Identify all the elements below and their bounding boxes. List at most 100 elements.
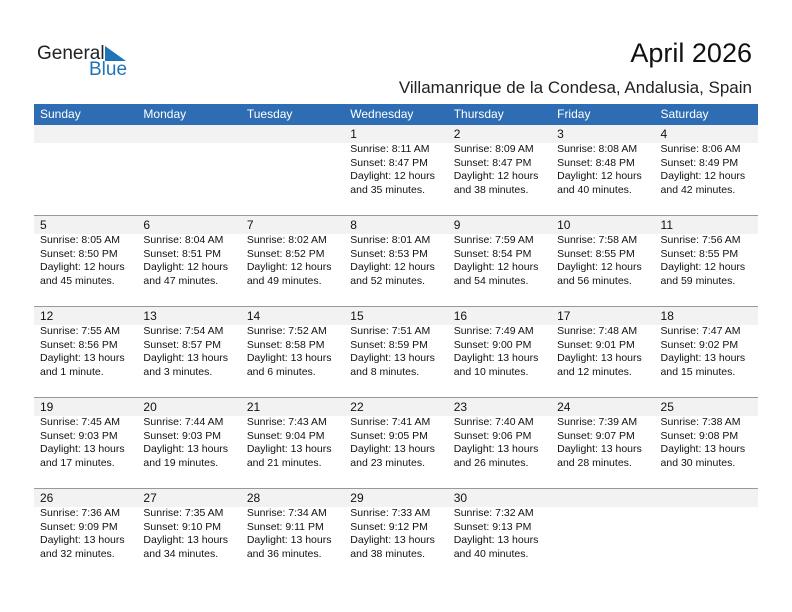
sunset: Sunset: 8:52 PM xyxy=(246,247,325,260)
day-number: 6 xyxy=(143,218,151,232)
day-cell: 13 Sunrise: 7:54 AM Sunset: 8:57 PM Dayl… xyxy=(137,307,240,379)
calendar-grid: Sunday Monday Tuesday Wednesday Thursday Frid… xyxy=(34,104,758,579)
weekday-friday: Friday xyxy=(557,107,591,121)
sunrise: Sunrise: 7:49 AM xyxy=(453,325,534,337)
daylight: Daylight: 13 hours xyxy=(40,443,125,455)
daylight-minutes: and 52 minutes. xyxy=(350,274,425,287)
day-number: 29 xyxy=(350,491,364,505)
daylight-minutes: and 59 minutes. xyxy=(660,274,736,287)
day-cell: 28 Sunrise: 7:34 AM Sunset: 9:11 PM Dayl… xyxy=(241,489,344,561)
sunset: Sunset: 9:04 PM xyxy=(246,429,325,442)
sunrise: Sunrise: 7:54 AM xyxy=(143,325,224,337)
daylight-minutes: and 32 minutes. xyxy=(40,547,115,560)
sunset: Sunset: 8:50 PM xyxy=(40,247,118,260)
sunrise: Sunrise: 7:45 AM xyxy=(40,416,120,428)
sunrise: Sunrise: 7:40 AM xyxy=(453,416,534,428)
daylight-minutes: and 8 minutes. xyxy=(350,365,420,378)
sunrise: Sunrise: 7:59 AM xyxy=(453,234,534,246)
daylight: Daylight: 12 hours xyxy=(453,261,539,273)
daylight: Daylight: 12 hours xyxy=(143,261,229,273)
daylight: Daylight: 12 hours xyxy=(660,261,746,273)
sunset: Sunset: 9:10 PM xyxy=(143,520,222,533)
day-number: 5 xyxy=(40,218,47,232)
day-number: 25 xyxy=(660,400,674,414)
sunset: Sunset: 8:47 PM xyxy=(350,156,428,169)
date-bar xyxy=(34,216,758,234)
daylight-minutes: and 40 minutes. xyxy=(453,547,529,560)
sunset: Sunset: 8:56 PM xyxy=(40,338,118,351)
day-cell: 4 Sunrise: 8:06 AM Sunset: 8:49 PM Dayli… xyxy=(655,125,758,197)
day-cell: 16 Sunrise: 7:49 AM Sunset: 9:00 PM Dayl… xyxy=(448,307,551,379)
weekday-wednesday: Wednesday xyxy=(350,107,414,121)
daylight: Daylight: 12 hours xyxy=(660,170,746,182)
date-bar xyxy=(34,307,758,325)
daylight: Daylight: 13 hours xyxy=(40,534,125,546)
sunset: Sunset: 8:49 PM xyxy=(660,156,739,169)
sunset: Sunset: 9:02 PM xyxy=(660,338,739,351)
sunset: Sunset: 9:01 PM xyxy=(557,338,635,351)
day-cell xyxy=(241,125,344,197)
sunset: Sunset: 9:07 PM xyxy=(557,429,635,442)
day-number: 19 xyxy=(40,400,54,414)
daylight: Daylight: 13 hours xyxy=(246,352,332,364)
day-number: 15 xyxy=(350,309,364,323)
week-row: 19 Sunrise: 7:45 AM Sunset: 9:03 PM Dayl… xyxy=(34,397,758,488)
daylight: Daylight: 12 hours xyxy=(350,261,435,273)
sunrise: Sunrise: 7:41 AM xyxy=(350,416,431,428)
week-row: 5 Sunrise: 8:05 AM Sunset: 8:50 PM Dayli… xyxy=(34,215,758,306)
daylight: Daylight: 13 hours xyxy=(660,352,746,364)
sunrise: Sunrise: 7:44 AM xyxy=(143,416,224,428)
day-number: 9 xyxy=(453,218,461,232)
daylight-minutes: and 47 minutes. xyxy=(143,274,219,287)
sunrise: Sunrise: 7:48 AM xyxy=(557,325,638,337)
day-number: 17 xyxy=(557,309,571,323)
sunset: Sunset: 9:13 PM xyxy=(453,520,532,533)
sunset: Sunset: 8:53 PM xyxy=(350,247,428,260)
sunrise: Sunrise: 7:58 AM xyxy=(557,234,638,246)
day-number: 27 xyxy=(143,491,157,505)
sunrise: Sunrise: 8:08 AM xyxy=(557,143,638,155)
sunset: Sunset: 8:59 PM xyxy=(350,338,428,351)
day-number: 30 xyxy=(453,491,468,505)
daylight: Daylight: 13 hours xyxy=(557,352,642,364)
sunrise: Sunrise: 7:47 AM xyxy=(660,325,741,337)
daylight: Daylight: 13 hours xyxy=(246,534,332,546)
date-bar xyxy=(34,398,758,416)
daylight-minutes: and 6 minutes. xyxy=(246,365,316,378)
day-cell: 6 Sunrise: 8:04 AM Sunset: 8:51 PM Dayli… xyxy=(137,216,240,288)
day-cell: 8 Sunrise: 8:01 AM Sunset: 8:53 PM Dayli… xyxy=(344,216,447,288)
day-cell: 12 Sunrise: 7:55 AM Sunset: 8:56 PM Dayl… xyxy=(34,307,137,379)
sunset: Sunset: 9:11 PM xyxy=(246,520,324,533)
daylight-minutes: and 23 minutes. xyxy=(350,456,425,469)
daylight: Daylight: 13 hours xyxy=(557,443,642,455)
sunrise: Sunrise: 7:52 AM xyxy=(246,325,327,337)
daylight-minutes: and 35 minutes. xyxy=(350,183,425,196)
daylight: Daylight: 12 hours xyxy=(453,170,539,182)
sunset: Sunset: 8:55 PM xyxy=(557,247,635,260)
sunrise: Sunrise: 7:32 AM xyxy=(453,507,534,519)
sunset: Sunset: 9:08 PM xyxy=(660,429,739,442)
day-number: 8 xyxy=(350,218,357,232)
day-cell: 23 Sunrise: 7:40 AM Sunset: 9:06 PM Dayl… xyxy=(448,398,551,470)
daylight: Daylight: 13 hours xyxy=(453,534,539,546)
date-bar xyxy=(34,125,758,143)
date-bar xyxy=(34,489,758,507)
daylight-minutes: and 34 minutes. xyxy=(143,547,219,560)
daylight-minutes: and 15 minutes. xyxy=(660,365,736,378)
day-cell xyxy=(551,489,654,561)
day-cell: 21 Sunrise: 7:43 AM Sunset: 9:04 PM Dayl… xyxy=(241,398,344,470)
sunrise: Sunrise: 8:06 AM xyxy=(660,143,741,155)
day-number: 11 xyxy=(660,218,673,232)
day-cell: 1 Sunrise: 8:11 AM Sunset: 8:47 PM Dayli… xyxy=(344,125,447,197)
daylight: Daylight: 12 hours xyxy=(350,170,435,182)
day-number: 12 xyxy=(40,309,54,323)
day-cell xyxy=(655,489,758,561)
daylight: Daylight: 13 hours xyxy=(143,534,229,546)
daylight-minutes: and 10 minutes. xyxy=(453,365,529,378)
day-number: 13 xyxy=(143,309,157,323)
day-cell: 22 Sunrise: 7:41 AM Sunset: 9:05 PM Dayl… xyxy=(344,398,447,470)
sunrise: Sunrise: 7:51 AM xyxy=(350,325,431,337)
daylight: Daylight: 13 hours xyxy=(350,352,435,364)
day-cell: 3 Sunrise: 8:08 AM Sunset: 8:48 PM Dayli… xyxy=(551,125,654,197)
